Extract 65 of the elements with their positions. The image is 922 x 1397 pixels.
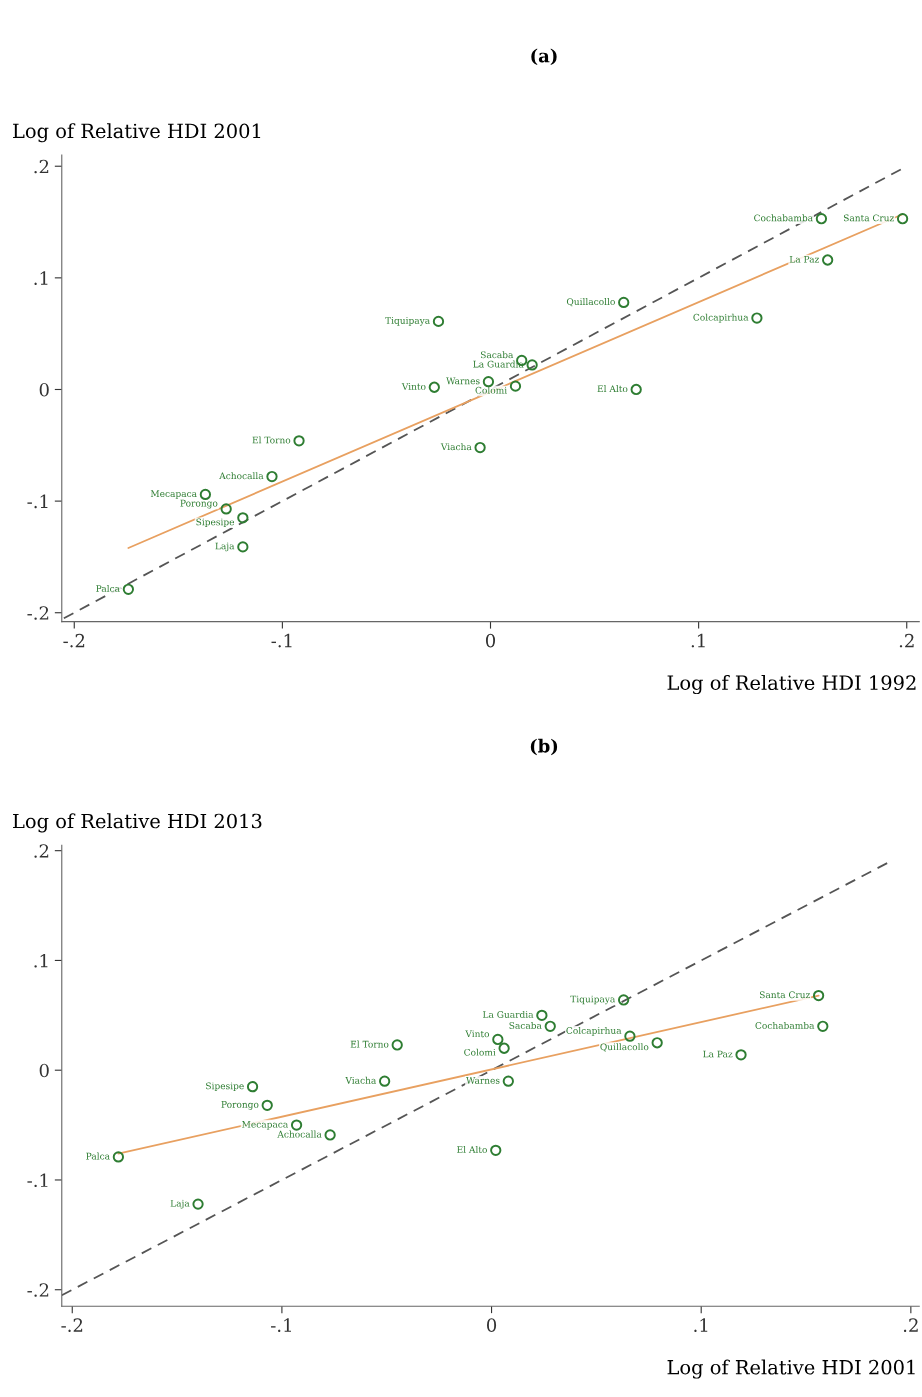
annotation: La Paz: [789, 255, 819, 263]
y-tick-label: .2: [34, 159, 49, 174]
y-axis-title: Log of Relative HDI 2001: [13, 123, 261, 143]
y-tick-label: 0: [39, 1063, 49, 1078]
annotation: La Guardia: [483, 1010, 534, 1018]
annotation: Vinto: [401, 383, 426, 390]
y-tick-label: -.2: [27, 1283, 49, 1297]
y-tick-label: .1: [34, 953, 48, 968]
x-tick-label: -.1: [271, 633, 292, 648]
annotation: Mecapaca: [242, 1120, 288, 1130]
x-tick-label: .2: [903, 1318, 918, 1332]
y-tick-label: 0: [39, 382, 49, 397]
x-tick-label: .1: [694, 1318, 708, 1332]
annotation: Achocalla: [277, 1130, 322, 1138]
annotation: Viacha: [440, 443, 472, 451]
annotation: Colcapirhua: [693, 313, 749, 323]
annotation: Santa Cruz: [759, 991, 810, 999]
annotation: El Torno: [350, 1040, 389, 1048]
x-tick-label: 0: [485, 633, 496, 648]
annotation: Colcapirhua: [566, 1026, 622, 1036]
annotation: Colomi: [475, 386, 507, 394]
x-axis-title: Log of Relative HDI 2001: [667, 1359, 915, 1379]
annotation: Sipesipe: [196, 518, 235, 528]
annotation: Achocalla: [219, 472, 264, 480]
annotation: El Torno: [252, 436, 291, 444]
annotation: Santa Cruz: [843, 214, 894, 222]
x-tick-label: .1: [691, 633, 705, 648]
annotation: Tiquipaya: [385, 317, 430, 326]
annotation: Mecapaca: [150, 490, 197, 499]
annotation: Warnes: [446, 377, 480, 385]
annotation: Laja: [215, 542, 235, 552]
y-axis-title: Log of Relative HDI 2013: [13, 813, 262, 833]
x-tick-label: 0: [487, 1318, 497, 1332]
x-tick-label: -.2: [61, 1318, 83, 1332]
annotation: Sipesipe: [206, 1082, 244, 1092]
annotation: Sacaba: [509, 1021, 542, 1029]
annotation: El Alto: [457, 1145, 487, 1153]
x-tick-label: -.2: [63, 633, 85, 648]
annotation: Laja: [170, 1199, 190, 1209]
annotation: Palca: [86, 1152, 110, 1160]
annotation: El Alto: [597, 385, 628, 393]
x-tick-label: -.1: [271, 1318, 291, 1332]
annotation: Porongo: [180, 499, 218, 509]
chart-title: (a): [531, 48, 557, 66]
y-tick-label: -.2: [27, 606, 49, 620]
y-tick-label: -.1: [27, 494, 48, 509]
annotation: Tiquipaya: [570, 995, 616, 1005]
annotation: Sacaba: [480, 351, 514, 359]
annotation: Quillacollo: [600, 1043, 649, 1052]
annotation: Viacha: [345, 1076, 377, 1084]
y-tick-label: .1: [34, 271, 48, 285]
x-axis-title: Log of Relative HDI 1992: [667, 674, 916, 695]
x-tick-label: .2: [899, 633, 914, 648]
annotation: Quillacollo: [566, 298, 615, 307]
annotation: Vinto: [465, 1030, 490, 1038]
y-tick-label: .2: [34, 844, 49, 858]
annotation: Palca: [96, 584, 120, 592]
annotation: Colomi: [464, 1048, 496, 1056]
chart-title: (b): [530, 738, 558, 756]
y-tick-label: -.1: [27, 1173, 48, 1188]
annotation: La Paz: [703, 1050, 733, 1058]
annotation: Cochabamba: [754, 214, 813, 222]
annotation: Warnes: [466, 1077, 500, 1084]
annotation: Porongo: [221, 1101, 259, 1110]
annotation: Cochabamba: [755, 1021, 815, 1029]
